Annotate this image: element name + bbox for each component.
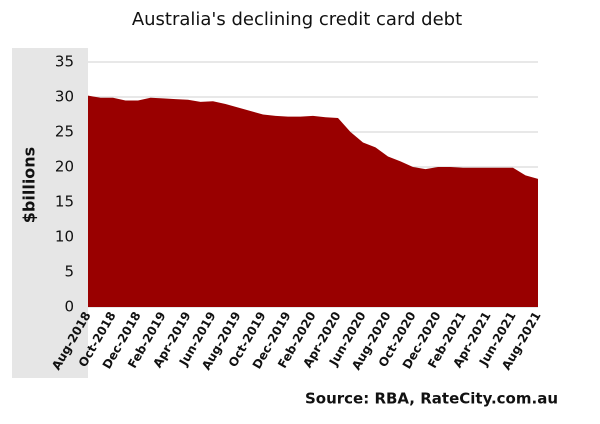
chart-title: Australia's declining credit card debt — [132, 9, 462, 30]
y-axis-label: $billions — [20, 147, 39, 223]
y-tick-label: 10 — [55, 228, 74, 246]
axis-panel — [12, 48, 88, 378]
y-tick-label: 15 — [55, 193, 74, 211]
y-tick-label: 0 — [64, 298, 74, 316]
area — [88, 95, 538, 307]
y-tick-label: 25 — [55, 123, 74, 141]
y-tick-label: 5 — [64, 263, 74, 281]
y-tick-label: 35 — [55, 53, 74, 71]
y-tick-label: 20 — [55, 158, 74, 176]
source: Source: RBA, RateCity.com.au — [305, 390, 558, 408]
y-tick-label: 30 — [55, 88, 74, 106]
